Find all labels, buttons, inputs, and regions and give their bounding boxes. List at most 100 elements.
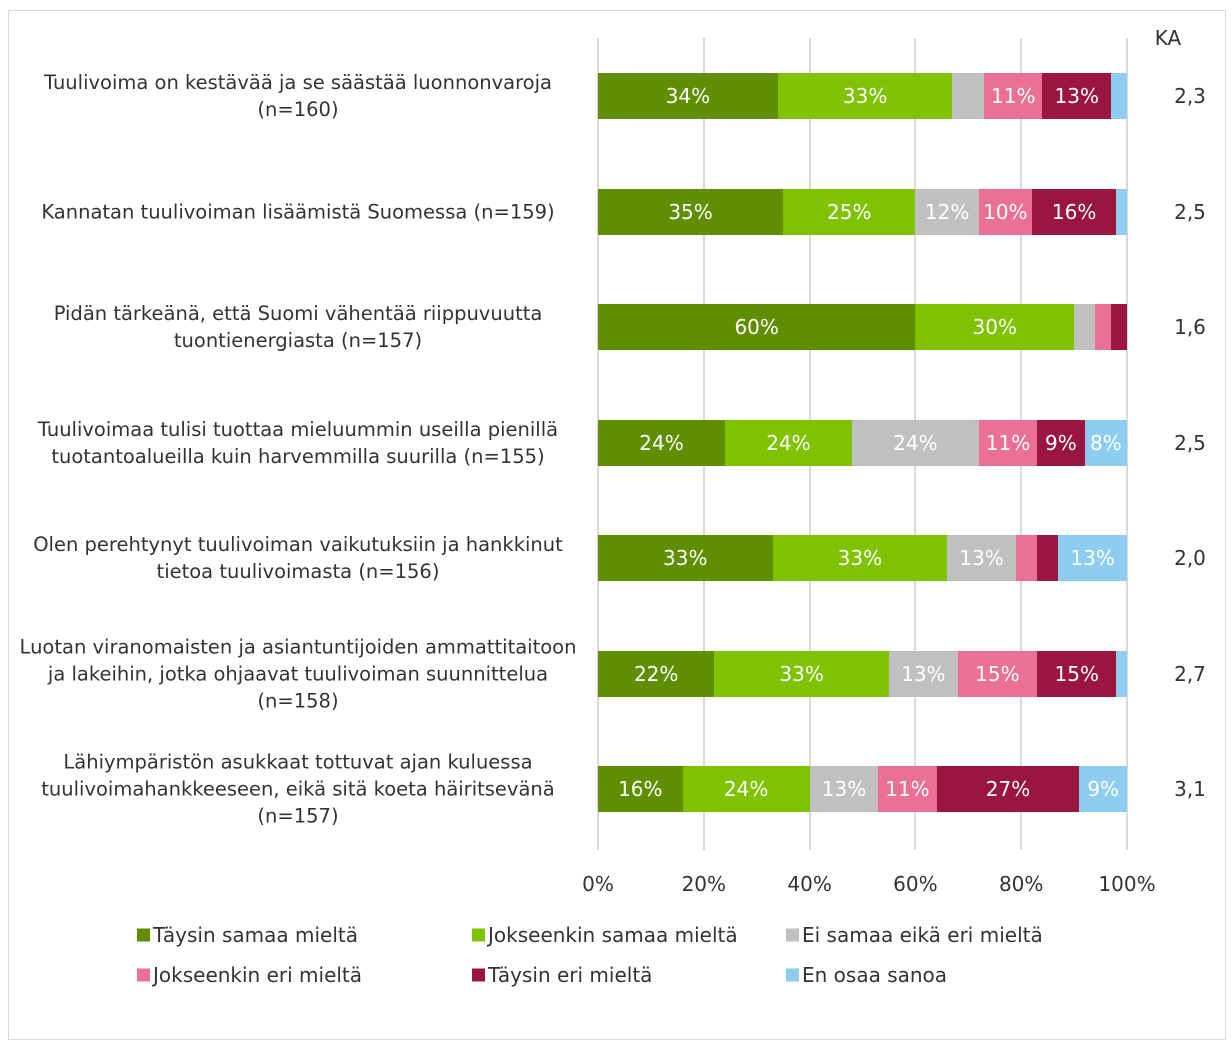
x-tick-label: 80% — [998, 872, 1044, 896]
data-label: 16% — [1051, 199, 1097, 224]
bar-segment — [598, 766, 683, 812]
data-label: 33% — [837, 546, 883, 570]
data-label: 11% — [985, 430, 1031, 455]
data-label: 11% — [991, 84, 1036, 108]
bar-segment — [1015, 535, 1038, 581]
bar-segment — [984, 73, 1043, 119]
bar-segment — [952, 73, 985, 119]
data-label: 11% — [885, 777, 930, 801]
mean-value: 3,1 — [1174, 777, 1206, 801]
data-label: 9% — [1045, 430, 1077, 455]
data-label: 13% — [1054, 84, 1099, 108]
data-label: 13% — [1070, 546, 1115, 570]
bar-segment — [598, 650, 715, 697]
bar-segment — [1079, 766, 1127, 812]
bar-segment — [714, 650, 889, 697]
x-tick-label: 60% — [893, 872, 938, 896]
data-label: 15% — [975, 661, 1020, 686]
bar-segment — [1058, 535, 1127, 581]
data-label: 27% — [985, 777, 1031, 801]
data-label: 30% — [972, 315, 1017, 339]
bar-segment — [936, 766, 1080, 812]
data-label: 33% — [842, 84, 888, 108]
bar-segment — [957, 650, 1038, 697]
legend-label: Ei samaa eikä eri mieltä — [802, 923, 1043, 947]
data-label: 33% — [663, 546, 708, 570]
data-label: 24% — [723, 777, 769, 801]
data-label: 24% — [639, 430, 684, 455]
data-label: 33% — [779, 661, 824, 686]
data-label: 13% — [901, 661, 946, 686]
legend-label: En osaa sanoa — [802, 963, 948, 987]
bar-segment — [1111, 304, 1127, 350]
bar-segment — [978, 188, 1032, 235]
bar-segment — [783, 188, 916, 235]
legend-swatch — [472, 928, 485, 942]
data-label: 13% — [821, 777, 867, 801]
x-tick-label: 100% — [1098, 872, 1156, 896]
data-label: 10% — [983, 199, 1028, 224]
legend-swatch — [137, 968, 150, 982]
category-label: Tuulivoimaa tulisi tuottaa mieluummin us… — [37, 417, 559, 468]
bar-segment — [1116, 188, 1127, 235]
data-label: 35% — [668, 199, 713, 224]
mean-value: 2,7 — [1174, 661, 1206, 686]
bar-segment — [1031, 188, 1117, 235]
bar-segment — [598, 304, 916, 350]
legend-swatch — [472, 968, 485, 982]
bar-segment — [1074, 304, 1096, 350]
data-label: 16% — [618, 777, 663, 801]
bar-segment — [598, 188, 784, 235]
legend-label: Jokseenkin samaa mieltä — [488, 923, 738, 947]
bar-segment — [888, 650, 958, 697]
category-label: Pidän tärkeänä, että Suomi vähentää riip… — [53, 302, 543, 352]
bar-segment — [598, 535, 773, 581]
data-label: 8% — [1089, 430, 1122, 455]
bar-segment — [878, 766, 937, 812]
data-label: 25% — [827, 199, 872, 224]
data-label: 9% — [1087, 777, 1120, 801]
data-label: 24% — [766, 430, 811, 455]
mean-value: 1,6 — [1174, 315, 1206, 339]
bar-segment — [598, 73, 778, 119]
mean-value: 2,5 — [1174, 199, 1206, 224]
bar-segment — [915, 304, 1075, 350]
legend-label: Jokseenkin eri mieltä — [153, 963, 363, 987]
mean-value: 2,3 — [1174, 84, 1206, 108]
bar-segment — [1111, 73, 1127, 119]
bar-segment — [1095, 304, 1112, 350]
bar-segment — [682, 766, 810, 812]
data-label: 12% — [924, 199, 970, 224]
category-label: Lähiympäristön asukkaat tottuvat ajan ku… — [41, 750, 555, 828]
x-tick-label: 0% — [582, 872, 614, 896]
data-label: 60% — [734, 315, 779, 339]
x-tick-label: 40% — [787, 872, 832, 896]
data-label: 24% — [893, 430, 938, 455]
bar-segment — [1116, 650, 1127, 697]
category-label: Kannatan tuulivoiman lisäämistä Suomessa… — [41, 200, 555, 223]
legend-label: Täysin samaa mieltä — [153, 923, 359, 947]
bar-segment — [915, 188, 979, 235]
category-label: Tuulivoima on kestävää ja se säästää luo… — [44, 71, 552, 121]
data-label: 15% — [1054, 661, 1099, 686]
bar-segment — [598, 419, 725, 466]
x-tick-label: 20% — [681, 872, 727, 896]
bar-segment — [1037, 419, 1085, 466]
category-label: Luotan viranomaisten ja asiantuntijoiden… — [19, 635, 577, 712]
legend-swatch — [786, 968, 799, 982]
bar-segment — [947, 535, 1016, 581]
bar-segment — [1042, 73, 1112, 119]
legend-swatch — [786, 928, 799, 942]
grid-line — [1126, 38, 1128, 850]
category-label: Olen perehtynyt tuulivoiman vaikutuksiin… — [33, 533, 563, 583]
mean-value: 2,5 — [1174, 430, 1206, 455]
data-label: 13% — [959, 546, 1004, 570]
bar-segment — [1037, 535, 1059, 581]
bar-segment — [777, 73, 953, 119]
bar-segment — [1037, 650, 1117, 697]
bar-segment — [851, 419, 979, 466]
bar-segment — [978, 419, 1038, 466]
data-label: 34% — [665, 84, 711, 108]
mean-value: 2,0 — [1174, 546, 1206, 570]
bar-segment — [724, 419, 852, 466]
